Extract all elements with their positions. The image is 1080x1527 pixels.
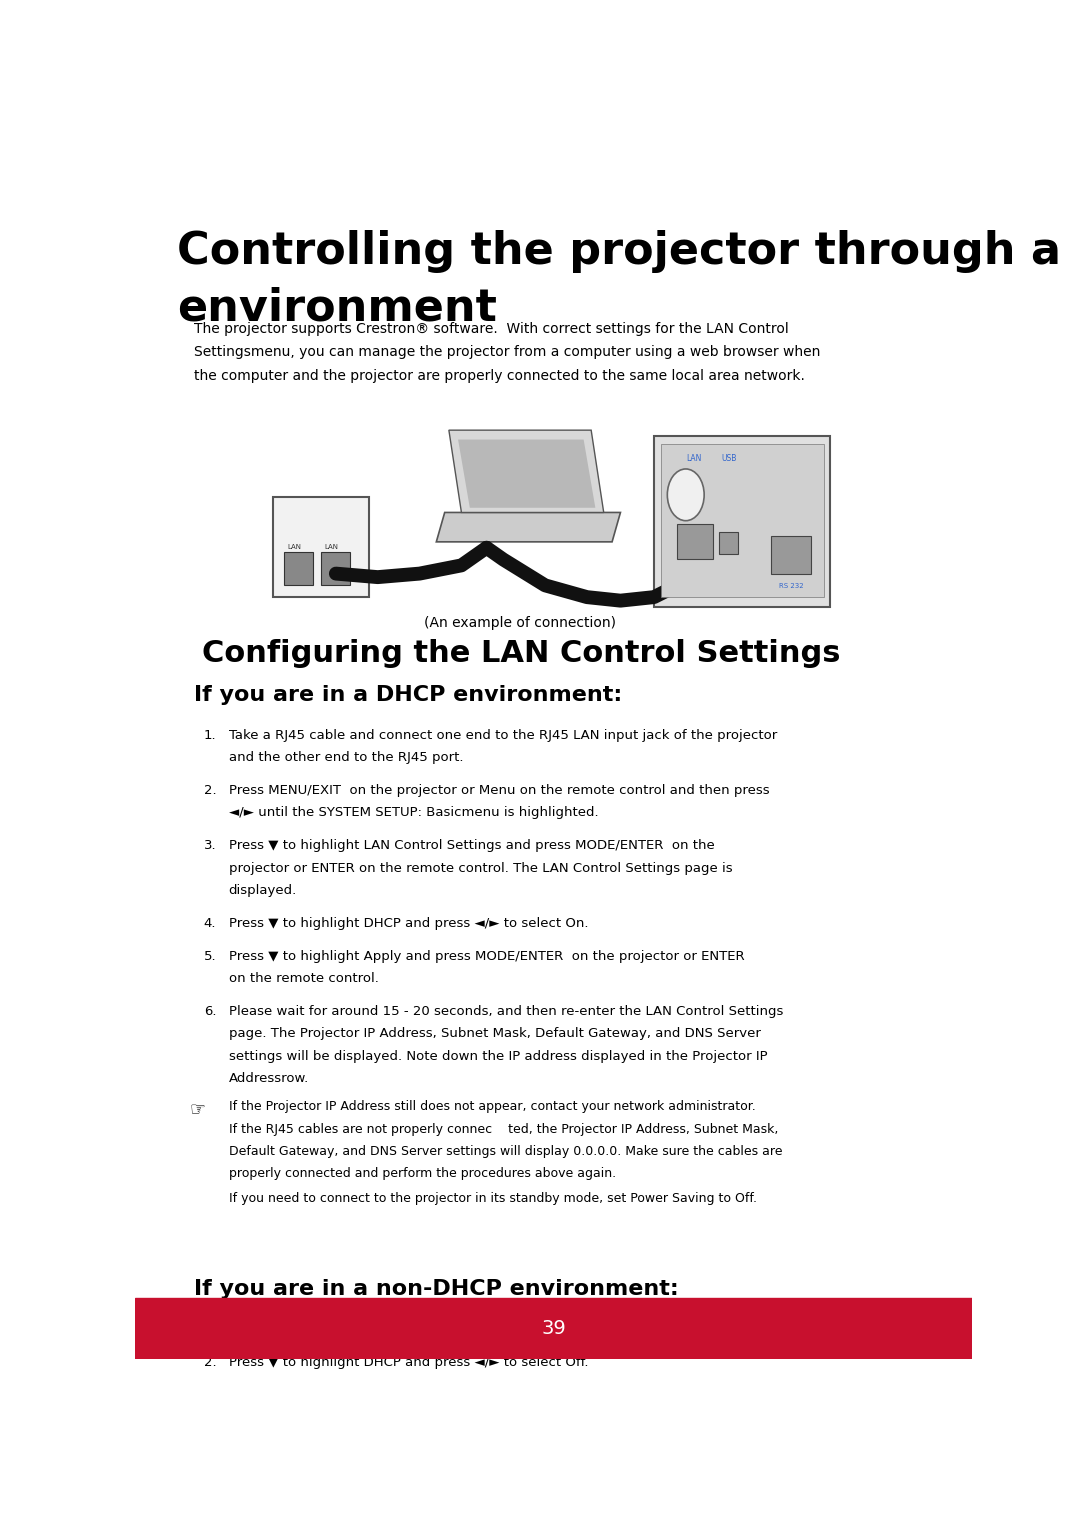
Text: 39: 39 <box>541 1319 566 1338</box>
Bar <box>771 536 811 574</box>
Text: Press MENU/EXIT  on the projector or Menu on the remote control and then press: Press MENU/EXIT on the projector or Menu… <box>229 783 769 797</box>
Text: Please wait for around 15 - 20 seconds, and then re-enter the LAN Control Settin: Please wait for around 15 - 20 seconds, … <box>229 1005 783 1019</box>
Bar <box>661 444 824 597</box>
Text: 2.: 2. <box>204 1356 216 1368</box>
Text: 1.: 1. <box>204 728 216 742</box>
Text: Take a RJ45 cable and connect one end to the RJ45 LAN input jack of the projecto: Take a RJ45 cable and connect one end to… <box>229 728 777 742</box>
Bar <box>321 553 350 585</box>
Text: 5.: 5. <box>204 950 216 964</box>
Text: Press ▼ to highlight DHCP and press ◄/► to select On.: Press ▼ to highlight DHCP and press ◄/► … <box>229 916 589 930</box>
Text: The projector supports Crestron® software.  With correct settings for the LAN Co: The projector supports Crestron® softwar… <box>193 322 788 336</box>
Text: projector or ENTER on the remote control. The LAN Control Settings page is: projector or ENTER on the remote control… <box>229 861 732 875</box>
Bar <box>719 533 738 554</box>
Text: LAN: LAN <box>325 544 339 550</box>
Text: RS 232: RS 232 <box>779 583 804 589</box>
Text: If you are in a non-DHCP environment:: If you are in a non-DHCP environment: <box>193 1280 678 1299</box>
Text: 6.: 6. <box>204 1005 216 1019</box>
Bar <box>284 553 313 585</box>
Text: Press ▼ to highlight LAN Control Settings and press MODE/ENTER  on the: Press ▼ to highlight LAN Control Setting… <box>229 840 715 852</box>
Text: Controlling the projector through a LAN: Controlling the projector through a LAN <box>177 231 1080 273</box>
Polygon shape <box>458 440 595 508</box>
Text: displayed.: displayed. <box>229 884 297 896</box>
Text: 4.: 4. <box>204 916 216 930</box>
Text: 2.: 2. <box>204 783 216 797</box>
Text: 3.: 3. <box>204 840 216 852</box>
Text: on the remote control.: on the remote control. <box>229 973 379 985</box>
Text: ◄/► until the SYSTEM SETUP: Basicmenu is highlighted.: ◄/► until the SYSTEM SETUP: Basicmenu is… <box>229 806 598 820</box>
Text: If you need to connect to the projector in its standby mode, set Power Saving to: If you need to connect to the projector … <box>229 1193 757 1205</box>
Text: page. The Projector IP Address, Subnet Mask, Default Gateway, and DNS Server: page. The Projector IP Address, Subnet M… <box>229 1028 760 1040</box>
Text: Default Gateway, and DNS Server settings will display 0.0.0.0. Make sure the cab: Default Gateway, and DNS Server settings… <box>229 1145 782 1157</box>
Text: If you are in a DHCP environment:: If you are in a DHCP environment: <box>193 686 622 705</box>
Polygon shape <box>449 431 604 513</box>
Text: LAN: LAN <box>287 544 301 550</box>
Text: If the Projector IP Address still does not appear, contact your network administ: If the Projector IP Address still does n… <box>229 1101 756 1113</box>
Polygon shape <box>436 513 620 542</box>
Text: environment: environment <box>177 287 497 330</box>
Text: Configuring the LAN Control Settings: Configuring the LAN Control Settings <box>202 640 840 669</box>
Bar <box>273 498 369 597</box>
Text: the computer and the projector are properly connected to the same local area net: the computer and the projector are prope… <box>193 370 805 383</box>
Text: properly connected and perform the procedures above again.: properly connected and perform the proce… <box>229 1167 616 1180</box>
Text: Press ▼ to highlight DHCP and press ◄/► to select Off.: Press ▼ to highlight DHCP and press ◄/► … <box>229 1356 589 1368</box>
Text: ☞: ☞ <box>189 1101 205 1118</box>
Text: USB: USB <box>721 454 737 463</box>
Text: Press ▼ to highlight Apply and press MODE/ENTER  on the projector or ENTER: Press ▼ to highlight Apply and press MOD… <box>229 950 744 964</box>
Text: If the RJ45 cables are not properly connec    ted, the Projector IP Address, Sub: If the RJ45 cables are not properly conn… <box>229 1122 778 1136</box>
Circle shape <box>667 469 704 521</box>
Text: LAN: LAN <box>687 454 702 463</box>
Text: 1.: 1. <box>204 1322 216 1336</box>
Text: Addressrow.: Addressrow. <box>229 1072 309 1086</box>
Bar <box>135 1298 972 1359</box>
Bar <box>653 437 829 606</box>
Text: Settingsmenu, you can manage the projector from a computer using a web browser w: Settingsmenu, you can manage the project… <box>193 345 820 359</box>
Text: Repeat steps 1-3 above.: Repeat steps 1-3 above. <box>229 1322 391 1336</box>
Bar <box>677 524 713 559</box>
Text: and the other end to the RJ45 port.: and the other end to the RJ45 port. <box>229 751 463 764</box>
Text: settings will be displayed. Note down the IP address displayed in the Projector : settings will be displayed. Note down th… <box>229 1049 768 1063</box>
Text: (An example of connection): (An example of connection) <box>424 615 616 631</box>
